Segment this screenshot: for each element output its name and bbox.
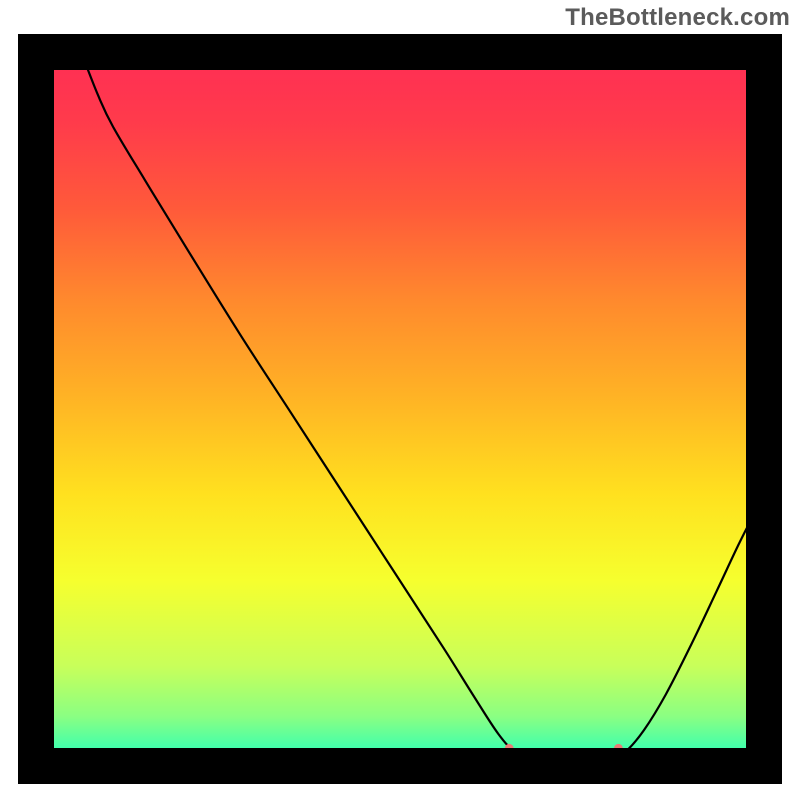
plot-area <box>18 34 782 784</box>
watermark-text: TheBottleneck.com <box>565 4 790 32</box>
gradient-background <box>36 52 764 766</box>
plot-svg <box>18 34 782 784</box>
chart-container: TheBottleneck.com <box>0 0 800 800</box>
